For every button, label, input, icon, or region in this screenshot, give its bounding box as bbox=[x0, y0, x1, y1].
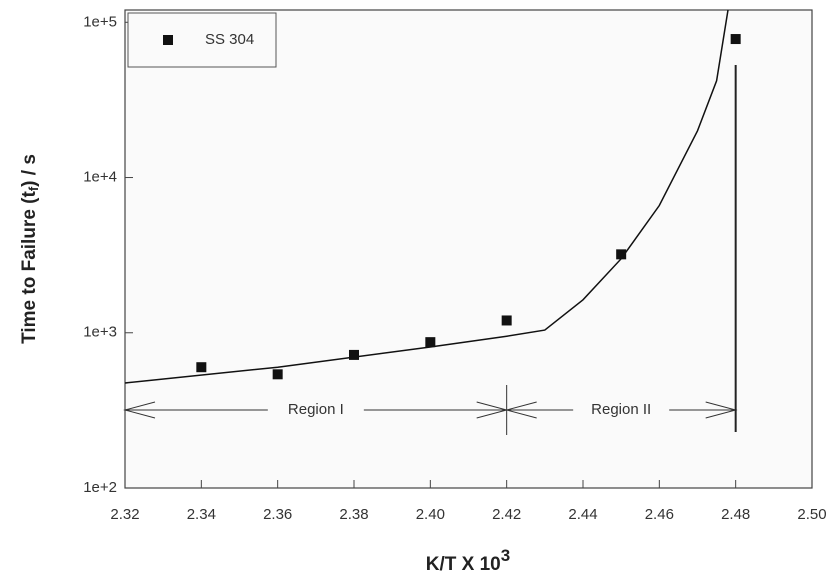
x-title-part: K/T X 10 bbox=[426, 554, 501, 575]
y-axis-title: Time to Failure (tf) / s bbox=[19, 154, 41, 344]
y-tick-label: 1e+2 bbox=[83, 479, 117, 496]
data-point bbox=[616, 249, 626, 259]
x-tick-label: 2.36 bbox=[263, 506, 292, 523]
data-point bbox=[502, 315, 512, 325]
legend-marker bbox=[163, 35, 173, 45]
y-axis-title-text: Time to Failure (tf) / s bbox=[19, 154, 41, 344]
data-point bbox=[349, 350, 359, 360]
region-label: Region I bbox=[288, 401, 344, 418]
x-tick-label: 2.32 bbox=[110, 506, 139, 523]
x-tick-label: 2.46 bbox=[645, 506, 674, 523]
y-tick-label: 1e+3 bbox=[83, 324, 117, 341]
x-title-superscript: 3 bbox=[501, 546, 510, 565]
x-tick-label: 2.38 bbox=[339, 506, 368, 523]
chart: Time to Failure (tf) / s K/T X 103 1e+2 1… bbox=[0, 0, 832, 582]
y-tick-label: 1e+4 bbox=[83, 168, 117, 185]
x-tick-label: 2.48 bbox=[721, 506, 750, 523]
region-label: Region II bbox=[591, 401, 651, 418]
legend-label: SS 304 bbox=[205, 31, 254, 48]
page: {"chart_data": { "type": "scatter", "xla… bbox=[0, 0, 832, 582]
data-point bbox=[273, 369, 283, 379]
data-point bbox=[731, 34, 741, 44]
x-tick-label: 2.50 bbox=[797, 506, 826, 523]
x-axis-title: K/T X 103 bbox=[426, 546, 510, 575]
y-title-part: Time to Failure (t bbox=[19, 191, 40, 344]
x-tick-label: 2.40 bbox=[416, 506, 445, 523]
plot-frame bbox=[125, 10, 812, 488]
data-point bbox=[196, 362, 206, 372]
x-tick-label: 2.44 bbox=[568, 506, 597, 523]
x-tick-label: 2.34 bbox=[187, 506, 216, 523]
y-title-part: ) / s bbox=[19, 154, 40, 187]
x-tick-label: 2.42 bbox=[492, 506, 521, 523]
data-point bbox=[425, 337, 435, 347]
y-tick-label: 1e+5 bbox=[83, 13, 117, 30]
